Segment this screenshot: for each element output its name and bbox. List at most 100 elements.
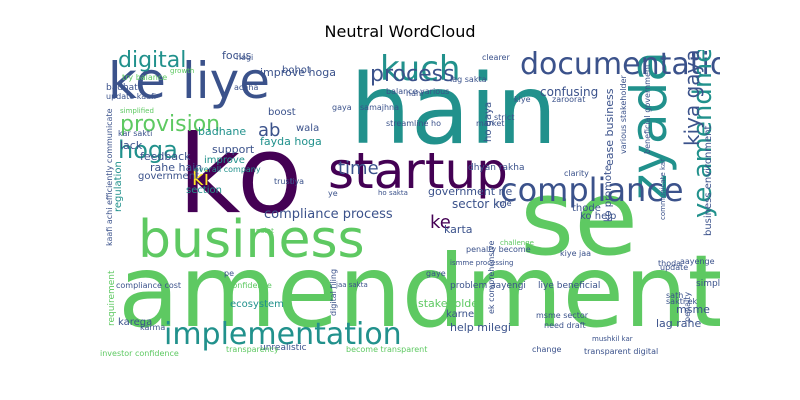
cloud-word: ecosystem (230, 299, 284, 310)
cloud-word: lag sakta (450, 75, 487, 84)
cloud-word: boost (268, 107, 296, 118)
cloud-word: improve (204, 155, 245, 166)
cloud-word: government ne (428, 185, 513, 198)
cloud-word: karta (444, 223, 473, 236)
cloud-word: digital filing (329, 268, 338, 316)
cloud-word: business (138, 210, 365, 270)
cloud-word: startup (328, 142, 508, 200)
cloud-word: thode (572, 203, 601, 214)
cloud-word: liya (290, 177, 305, 186)
cloud-word: sakti ek (666, 297, 698, 306)
cloud-word: wala (296, 123, 320, 134)
cloud-word: hogi (236, 53, 254, 62)
cloud-word: help milegi (450, 321, 511, 334)
cloud-word: samajhna (360, 103, 400, 112)
wordcloud-canvas: amendment hain ko se startup business ke… (100, 50, 720, 360)
cloud-word: market (476, 119, 505, 128)
cloud-word: zaroorat (552, 95, 586, 104)
cloud-word: kar sakti (118, 129, 153, 138)
cloud-word: hain (350, 54, 558, 166)
cloud-word: digital (118, 50, 187, 73)
cloud-word: pe (224, 269, 234, 278)
cloud-word: transparency (226, 345, 279, 354)
cloud-word: fayda hoga (260, 135, 322, 148)
cloud-word: compliance cost (116, 281, 182, 290)
cloud-word: msme sector (536, 311, 589, 320)
cloud-word: aayenge (680, 257, 715, 266)
cloud-word: ho sakta (378, 189, 408, 197)
cloud-word: rahe hain (150, 161, 203, 174)
cloud-word: penalty become (466, 245, 531, 254)
cloud-word: support (212, 143, 255, 156)
cloud-word: sector ko (452, 197, 507, 211)
cloud-word: requirement (107, 270, 117, 326)
cloud-word: trust (274, 177, 293, 186)
cloud-word: thoda (658, 259, 682, 268)
cloud-word: badhata (106, 83, 144, 93)
cloud-word: lack (120, 139, 143, 152)
cloud-word: time (338, 158, 379, 179)
cloud-word: stakeholder (418, 297, 483, 310)
cloud-word: mushkil kar (592, 335, 633, 343)
cloud-word: growth (170, 67, 195, 75)
cloud-word: karega (118, 317, 153, 328)
cloud-word: ek comprehensive (487, 240, 496, 314)
cloud-word: business environment (703, 125, 714, 236)
cloud-word: investor confidence (100, 349, 179, 358)
cloud-word: simplified (120, 107, 154, 115)
cloud-word: sath (666, 291, 684, 300)
cloud-word: kiye jaa (560, 249, 592, 258)
cloud-word: documentation (520, 50, 720, 82)
cloud-word: ko help (580, 211, 617, 222)
cloud-word: kaafi achi efficiently communicate (105, 108, 114, 246)
cloud-word: process (370, 62, 455, 87)
cloud-word: government (138, 171, 199, 182)
cloud-word: penalty (683, 291, 692, 322)
cloud-word: implementation (164, 317, 402, 352)
cloud-word: liye beneficial (538, 281, 601, 291)
cloud-word: challenge (500, 239, 534, 247)
cloud-word: simplify (696, 279, 720, 289)
cloud-word: try balance (122, 73, 168, 82)
cloud-word: regulation (113, 161, 124, 212)
cloud-word: confidence (228, 281, 272, 290)
cloud-word: clearer (482, 53, 510, 62)
cloud-word: change (532, 345, 562, 354)
cloud-word: section (186, 185, 223, 196)
cloud-word: ismme processing (450, 259, 514, 267)
cloud-word: kiya gaya (680, 50, 704, 146)
cloud-word: nahi (406, 89, 424, 98)
cloud-word: kuch (380, 50, 461, 89)
cloud-word: se (520, 157, 639, 279)
chart-title: Neutral WordCloud (324, 22, 476, 41)
cloud-word: gaya (332, 103, 352, 112)
cloud-word: lag rahe (656, 317, 702, 330)
cloud-word: ye (328, 189, 338, 198)
cloud-word: streamline ho (386, 119, 441, 128)
cloud-word: provision (120, 112, 221, 137)
cloud-word: become transparent (346, 345, 428, 354)
cloud-word: msme (676, 303, 710, 316)
cloud-word: rule (496, 199, 512, 208)
cloud-word: clarity (564, 169, 589, 178)
cloud-word: ke liye (108, 52, 270, 110)
cloud-word: update (660, 263, 689, 272)
cloud-word: beneficial government (643, 63, 652, 154)
cloud-word: jaa sakta (336, 281, 368, 289)
cloud-word: karne (446, 309, 475, 320)
cloud-word: transparent digital (584, 347, 659, 356)
cloud-word: ki (192, 166, 210, 190)
cloud-word: overall company (194, 165, 261, 174)
cloud-word: point (256, 227, 274, 235)
cloud-word: update kaafi (106, 92, 157, 101)
cloud-word: balance various (386, 87, 450, 96)
cloud-word: bohot (282, 65, 311, 76)
cloud-word: kiye (514, 95, 531, 104)
cloud-word: various stakeholder (619, 75, 628, 154)
cloud-word: compliance (500, 171, 684, 209)
cloud-word: amendment (118, 233, 720, 350)
cloud-word: gaye (426, 269, 446, 278)
cloud-word: badhane (198, 125, 247, 138)
cloud-word: feedback (140, 150, 191, 163)
